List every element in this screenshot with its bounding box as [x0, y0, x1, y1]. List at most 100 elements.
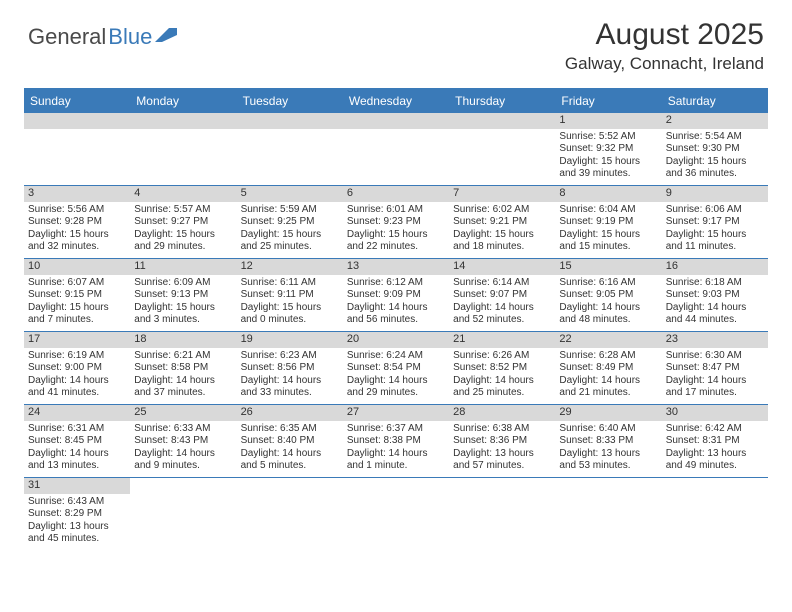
daylight-text: Daylight: 15 hours and 32 minutes. [28, 229, 126, 254]
sunset-text: Sunset: 8:29 PM [28, 508, 126, 521]
calendar-cell: 30Sunrise: 6:42 AMSunset: 8:31 PMDayligh… [662, 405, 768, 477]
calendar-cell: 31Sunrise: 6:43 AMSunset: 8:29 PMDayligh… [24, 478, 130, 550]
day-number: 19 [237, 332, 343, 348]
day-number: 5 [237, 186, 343, 202]
calendar-cell: 10Sunrise: 6:07 AMSunset: 9:15 PMDayligh… [24, 259, 130, 331]
daylight-text: Daylight: 13 hours and 53 minutes. [559, 448, 657, 473]
day-number [343, 113, 449, 129]
sunset-text: Sunset: 8:36 PM [453, 435, 551, 448]
sunset-text: Sunset: 8:58 PM [134, 362, 232, 375]
day-number: 7 [449, 186, 555, 202]
sunset-text: Sunset: 9:19 PM [559, 216, 657, 229]
sunrise-text: Sunrise: 5:57 AM [134, 204, 232, 217]
sunset-text: Sunset: 9:23 PM [347, 216, 445, 229]
day-header: Tuesday [237, 90, 343, 113]
logo-text-general: General [28, 24, 106, 50]
day-number: 31 [24, 478, 130, 494]
calendar-cell: 7Sunrise: 6:02 AMSunset: 9:21 PMDaylight… [449, 186, 555, 258]
sunrise-text: Sunrise: 6:02 AM [453, 204, 551, 217]
daylight-text: Daylight: 15 hours and 18 minutes. [453, 229, 551, 254]
sunrise-text: Sunrise: 6:37 AM [347, 423, 445, 436]
sunset-text: Sunset: 8:40 PM [241, 435, 339, 448]
sunrise-text: Sunrise: 6:24 AM [347, 350, 445, 363]
day-number: 14 [449, 259, 555, 275]
day-number [237, 478, 343, 480]
sunset-text: Sunset: 9:13 PM [134, 289, 232, 302]
sunrise-text: Sunrise: 6:40 AM [559, 423, 657, 436]
sunrise-text: Sunrise: 6:23 AM [241, 350, 339, 363]
daylight-text: Daylight: 15 hours and 39 minutes. [559, 156, 657, 181]
day-number: 23 [662, 332, 768, 348]
calendar-cell: 8Sunrise: 6:04 AMSunset: 9:19 PMDaylight… [555, 186, 661, 258]
calendar-cell: 3Sunrise: 5:56 AMSunset: 9:28 PMDaylight… [24, 186, 130, 258]
calendar-cell: 4Sunrise: 5:57 AMSunset: 9:27 PMDaylight… [130, 186, 236, 258]
sunrise-text: Sunrise: 6:11 AM [241, 277, 339, 290]
calendar-cell: 19 Sunrise: 6:23 AMSunset: 8:56 PMDayligh… [237, 332, 343, 404]
sunset-text: Sunset: 9:00 PM [28, 362, 126, 375]
header: General Blue August 2025 Galway, Connach… [0, 0, 792, 82]
day-number [449, 478, 555, 480]
month-title: August 2025 [565, 18, 764, 52]
sunset-text: Sunset: 8:49 PM [559, 362, 657, 375]
sunrise-text: Sunrise: 6:14 AM [453, 277, 551, 290]
sunset-text: Sunset: 9:15 PM [28, 289, 126, 302]
calendar-cell: 6Sunrise: 6:01 AMSunset: 9:23 PMDaylight… [343, 186, 449, 258]
calendar-cell: 23Sunrise: 6:30 AMSunset: 8:47 PMDayligh… [662, 332, 768, 404]
day-number: 12 [237, 259, 343, 275]
calendar-cell: 5Sunrise: 5:59 AMSunset: 9:25 PMDaylight… [237, 186, 343, 258]
daylight-text: Daylight: 14 hours and 56 minutes. [347, 302, 445, 327]
calendar-cell: 14Sunrise: 6:14 AMSunset: 9:07 PMDayligh… [449, 259, 555, 331]
calendar-cell: 12Sunrise: 6:11 AMSunset: 9:11 PMDayligh… [237, 259, 343, 331]
sunset-text: Sunset: 9:32 PM [559, 143, 657, 156]
calendar-cell: 11Sunrise: 6:09 AMSunset: 9:13 PMDayligh… [130, 259, 236, 331]
day-number: 30 [662, 405, 768, 421]
daylight-text: Daylight: 13 hours and 57 minutes. [453, 448, 551, 473]
daylight-text: Daylight: 13 hours and 45 minutes. [28, 521, 126, 546]
day-number: 15 [555, 259, 661, 275]
sunrise-text: Sunrise: 5:59 AM [241, 204, 339, 217]
calendar-cell [449, 478, 555, 550]
sunset-text: Sunset: 9:17 PM [666, 216, 764, 229]
sunrise-text: Sunrise: 6:18 AM [666, 277, 764, 290]
day-number: 18 [130, 332, 236, 348]
day-number: 6 [343, 186, 449, 202]
sunrise-text: Sunrise: 6:06 AM [666, 204, 764, 217]
daylight-text: Daylight: 14 hours and 37 minutes. [134, 375, 232, 400]
sunset-text: Sunset: 9:27 PM [134, 216, 232, 229]
calendar-cell: 27Sunrise: 6:37 AMSunset: 8:38 PMDayligh… [343, 405, 449, 477]
day-number [130, 478, 236, 480]
sunset-text: Sunset: 8:45 PM [28, 435, 126, 448]
sunrise-text: Sunrise: 6:21 AM [134, 350, 232, 363]
daylight-text: Daylight: 15 hours and 15 minutes. [559, 229, 657, 254]
sunrise-text: Sunrise: 6:42 AM [666, 423, 764, 436]
daylight-text: Daylight: 14 hours and 33 minutes. [241, 375, 339, 400]
calendar-cell: 24Sunrise: 6:31 AMSunset: 8:45 PMDayligh… [24, 405, 130, 477]
calendar-cell [24, 113, 130, 185]
calendar-cell [130, 478, 236, 550]
calendar-cell [662, 478, 768, 550]
calendar-cell: 18 Sunrise: 6:21 AMSunset: 8:58 PMDayligh… [130, 332, 236, 404]
daylight-text: Daylight: 14 hours and 17 minutes. [666, 375, 764, 400]
day-number: 16 [662, 259, 768, 275]
daylight-text: Daylight: 14 hours and 48 minutes. [559, 302, 657, 327]
sunrise-text: Sunrise: 6:07 AM [28, 277, 126, 290]
sunset-text: Sunset: 9:30 PM [666, 143, 764, 156]
daylight-text: Daylight: 13 hours and 49 minutes. [666, 448, 764, 473]
day-number: 28 [449, 405, 555, 421]
sunrise-text: Sunrise: 6:01 AM [347, 204, 445, 217]
day-number: 21 [449, 332, 555, 348]
day-header: Saturday [662, 90, 768, 113]
calendar-cell: 13Sunrise: 6:12 AMSunset: 9:09 PMDayligh… [343, 259, 449, 331]
calendar-cell [343, 478, 449, 550]
calendar-cell: 2Sunrise: 5:54 AMSunset: 9:30 PMDaylight… [662, 113, 768, 185]
day-number: 27 [343, 405, 449, 421]
daylight-text: Daylight: 15 hours and 36 minutes. [666, 156, 764, 181]
logo: General Blue [28, 18, 176, 50]
sunset-text: Sunset: 8:56 PM [241, 362, 339, 375]
day-number: 2 [662, 113, 768, 129]
calendar-cell [237, 478, 343, 550]
day-header: Monday [130, 90, 236, 113]
day-number [24, 113, 130, 129]
day-number: 9 [662, 186, 768, 202]
week-row: 1Sunrise: 5:52 AMSunset: 9:32 PMDaylight… [24, 113, 768, 186]
